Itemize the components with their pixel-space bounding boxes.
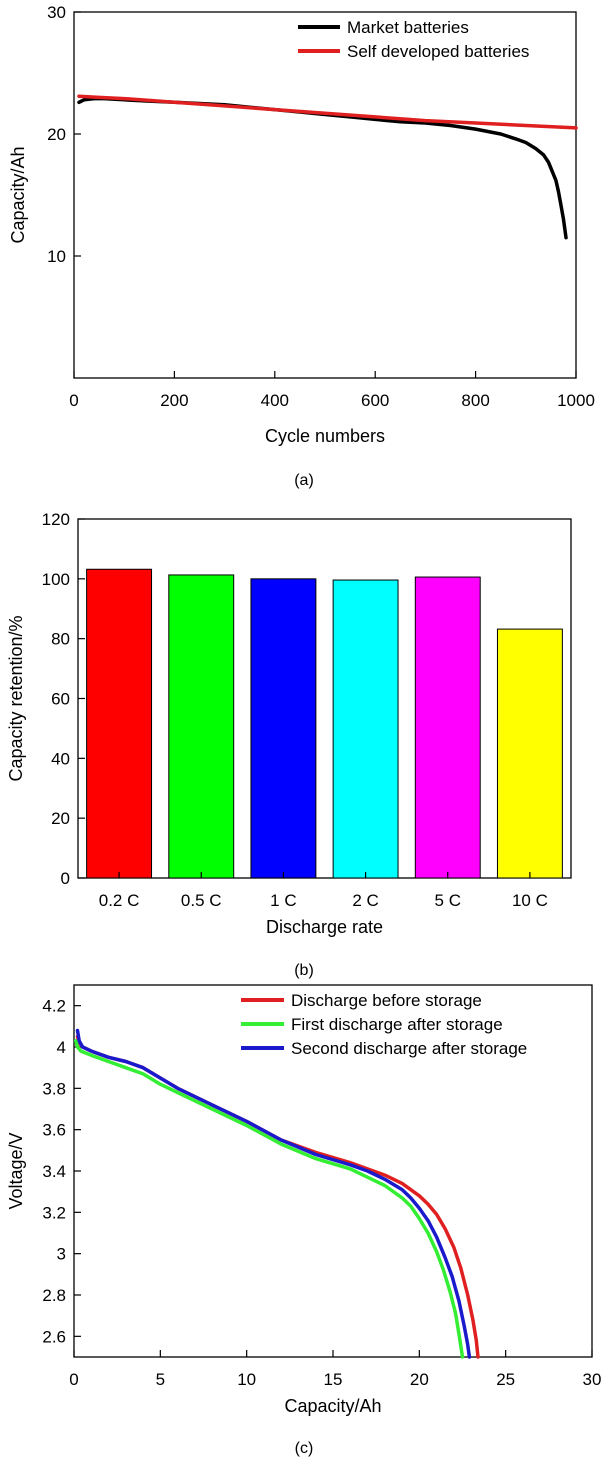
legend-label: Self developed batteries: [347, 42, 529, 61]
x-tick-label: 0: [69, 1370, 78, 1389]
y-tick-label: 100: [42, 570, 70, 589]
x-tick-label: 400: [261, 391, 289, 410]
y-tick-label: 10: [47, 247, 66, 266]
x-tick-label: 10 C: [512, 891, 548, 910]
series-line: [75, 1034, 480, 1359]
y-tick-label: 3.2: [42, 1203, 66, 1222]
x-tick-label: 20: [410, 1370, 429, 1389]
y-tick-label: 2.8: [42, 1286, 66, 1305]
x-tick-label: 0: [69, 391, 78, 410]
bar: [414, 576, 481, 879]
legend-label: Discharge before storage: [291, 991, 482, 1010]
x-tick-label: 5 C: [435, 891, 461, 910]
x-axis-label: Cycle numbers: [265, 426, 385, 446]
x-tick-label: 0.2 C: [99, 891, 140, 910]
legend-label: Market batteries: [347, 18, 469, 37]
x-axis-label: Capacity/Ah: [284, 1396, 381, 1416]
x-tick-label: 200: [160, 391, 188, 410]
series-line: [73, 1039, 465, 1359]
series-line: [77, 96, 568, 240]
y-tick-label: 2.6: [42, 1327, 66, 1346]
series-line: [77, 94, 578, 130]
y-axis-label: Capacity/Ah: [8, 146, 28, 243]
panel-label-c: (c): [295, 1440, 314, 1457]
bar: [332, 579, 399, 879]
bar: [168, 574, 235, 879]
x-tick-label: 10: [237, 1370, 256, 1389]
legend-label: First discharge after storage: [291, 1015, 503, 1034]
x-tick-label: 600: [361, 391, 389, 410]
panel-label-b: (b): [294, 962, 314, 979]
y-tick-label: 4.2: [42, 997, 66, 1016]
x-tick-label: 15: [324, 1370, 343, 1389]
y-tick-label: 3.4: [42, 1162, 66, 1181]
x-tick-label: 25: [496, 1370, 515, 1389]
bar: [496, 628, 563, 879]
x-tick-label: 5: [156, 1370, 165, 1389]
y-tick-label: 80: [51, 630, 70, 649]
x-tick-label: 1 C: [270, 891, 296, 910]
x-axis-label: Discharge rate: [266, 917, 383, 937]
plot-frame: [73, 11, 577, 379]
series-line: [75, 1028, 472, 1359]
panel-label-a: (a): [294, 472, 314, 489]
y-tick-label: 3.6: [42, 1121, 66, 1140]
y-tick-label: 20: [47, 125, 66, 144]
y-tick-label: 40: [51, 749, 70, 768]
chart-b: (b) 0 20 40 60 80 100 120 Discharge rate Capacit…: [6, 510, 572, 979]
bar: [250, 578, 317, 879]
y-axis-label: Voltage/V: [6, 1132, 26, 1209]
y-tick-label: 60: [51, 690, 70, 709]
chart-c: (c) 2.6 2.8 3 3.2 3.4 3.6 3.8 4 4.2 Capacity/Ah Vo…: [6, 984, 602, 1457]
y-tick-label: 3.8: [42, 1079, 66, 1098]
x-tick-label: 800: [461, 391, 489, 410]
bar: [86, 568, 153, 879]
chart-a: (a) 10 20 30 Cycle numbers Capacity/Ah 0 200 40…: [8, 3, 595, 489]
legend-label: Second discharge after storage: [291, 1039, 527, 1058]
x-tick-label: 2 C: [352, 891, 378, 910]
y-tick-label: 4: [57, 1038, 66, 1057]
x-tick-label: 0.5 C: [181, 891, 222, 910]
y-tick-label: 30: [47, 3, 66, 22]
y-tick-label: 3: [57, 1245, 66, 1264]
x-tick-label: 1000: [557, 391, 595, 410]
y-tick-label: 20: [51, 809, 70, 828]
x-tick-label: 30: [583, 1370, 602, 1389]
y-axis-label: Capacity retention/%: [6, 615, 26, 781]
y-tick-label: 120: [42, 510, 70, 529]
y-tick-label: 0: [61, 869, 70, 888]
